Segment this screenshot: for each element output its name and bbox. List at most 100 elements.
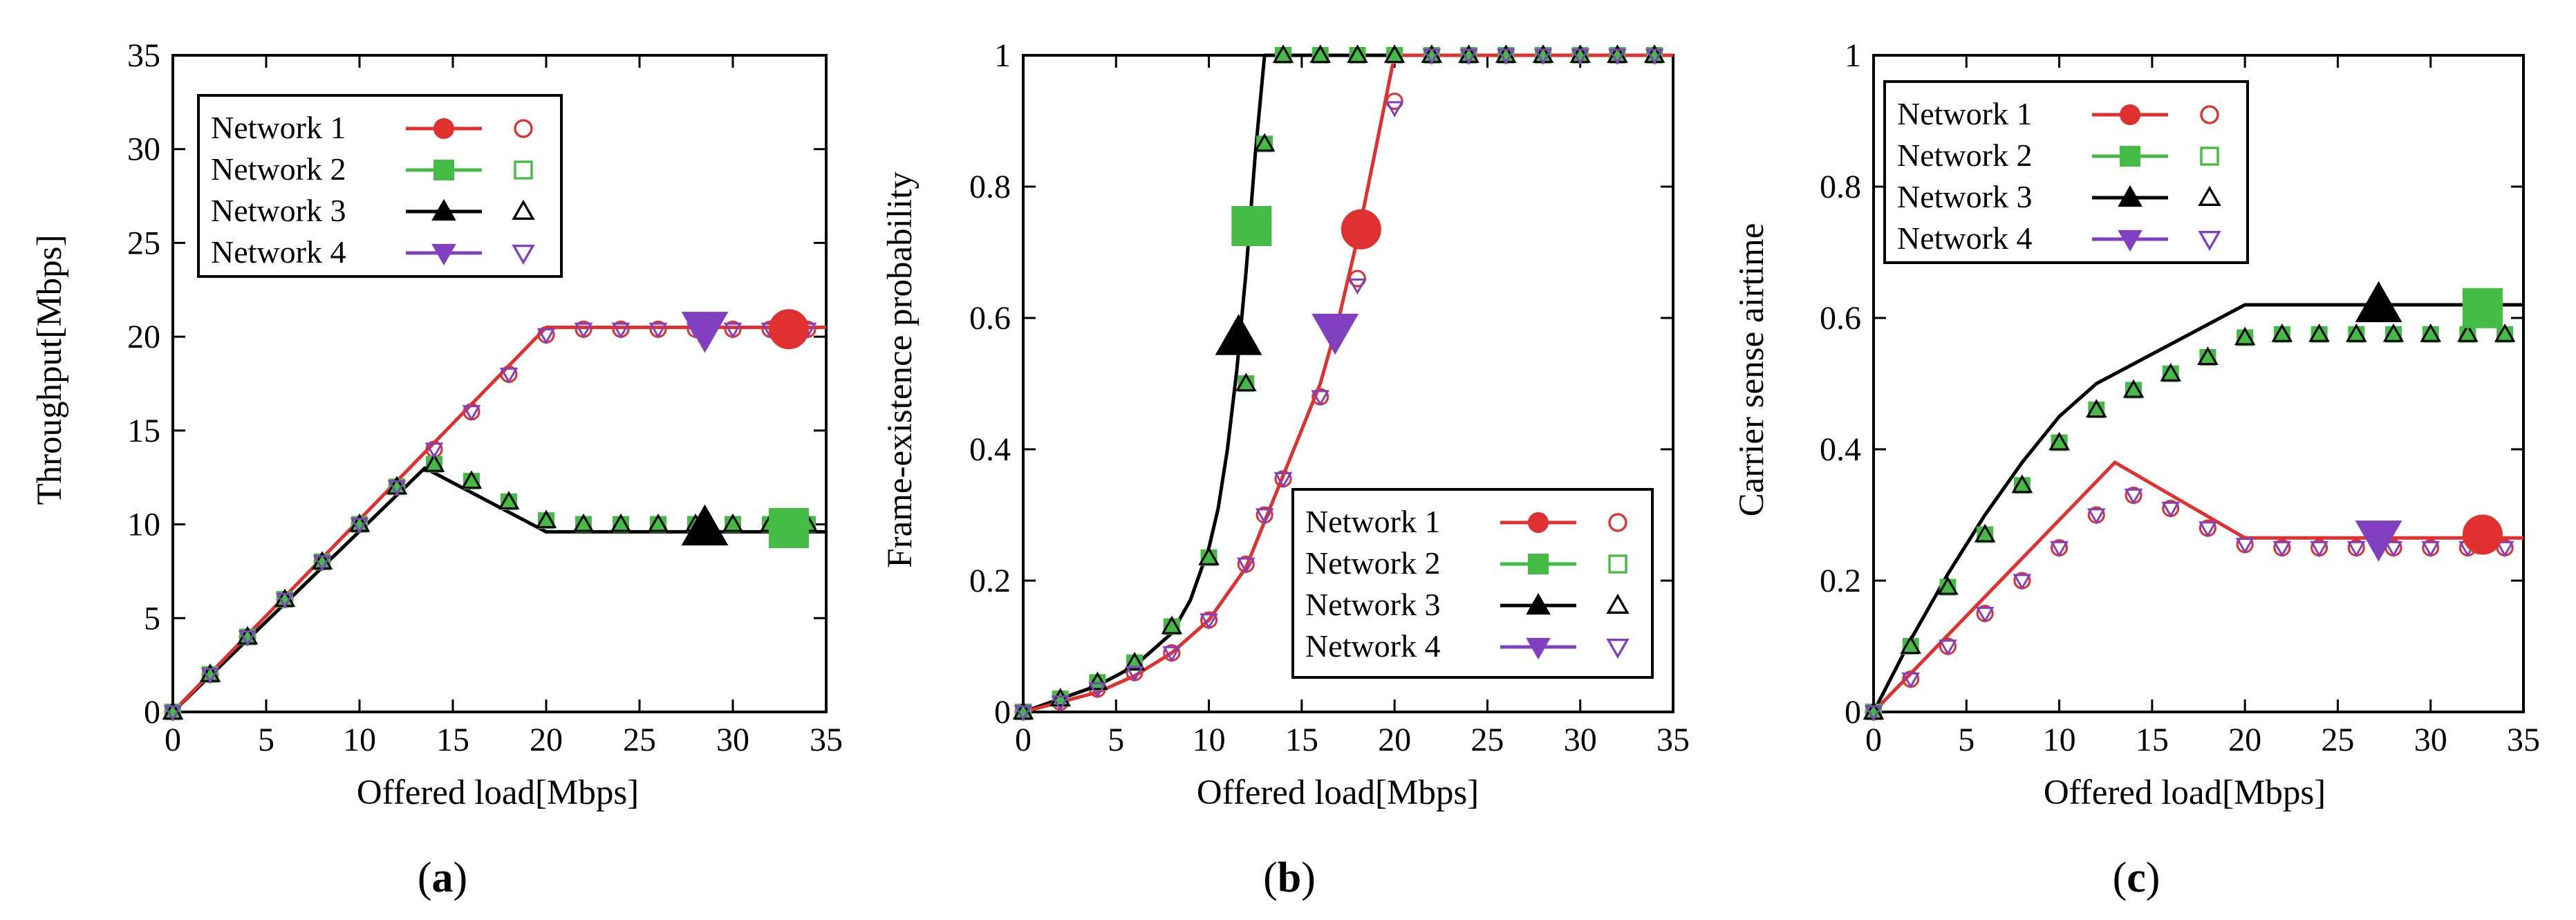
legend-marker-open-network1	[514, 119, 533, 138]
x-tick-label-b: 5	[1108, 722, 1124, 758]
data-point-network3	[1937, 576, 1959, 595]
big-marker-network1	[1341, 209, 1381, 250]
data-point-network4	[723, 322, 743, 339]
data-point-network4	[2495, 541, 2514, 558]
data-point-network4	[200, 668, 220, 684]
data-point-network3	[647, 513, 669, 532]
data-point-network3	[572, 513, 595, 532]
big-marker-network1	[2462, 514, 2503, 555]
legend-a-box	[197, 94, 563, 278]
ylabel-a: Throughput[Mbps]	[30, 235, 69, 505]
data-point-network4	[1533, 48, 1553, 65]
legend-label-network1: Network 1	[211, 110, 346, 145]
big-marker-network1	[769, 309, 809, 350]
legend-marker-open-network2	[2200, 147, 2219, 166]
data-point-network3	[2122, 379, 2145, 398]
y-tick-label-c: 1	[1845, 37, 1861, 74]
data-point-network3	[1383, 44, 1406, 64]
data-point-network3	[610, 513, 632, 532]
data-point-network4	[2346, 541, 2366, 558]
plot-c: 0 5 10 15 20 25 30 35 0 0.2 0.4 0.6 0.8 1	[1820, 37, 2540, 758]
plot-b: 0 5 10 15 20 25 30 35 0 0.2 0.4 0.6 0.8 1	[969, 37, 1690, 758]
analytic-line-network1	[1023, 53, 1673, 714]
y-tick-label-c: 0.2	[1820, 563, 1861, 599]
data-point-network4	[1051, 695, 1070, 712]
x-tick-label-c: 30	[2414, 722, 2447, 758]
y-tick-label-a: 0	[144, 694, 160, 731]
big-marker-network3	[1215, 314, 1262, 355]
data-point-network4	[1236, 557, 1256, 574]
data-point-network4	[238, 630, 257, 647]
big-marker-network2	[2462, 288, 2503, 328]
x-tick-label-c: 35	[2507, 722, 2540, 758]
ylabel-c: Carrier sense airtime	[1733, 223, 1771, 517]
data-point-network4	[2384, 541, 2403, 558]
data-point-network3	[1309, 44, 1332, 64]
data-point-network4	[2199, 521, 2217, 538]
data-point-network4	[2310, 541, 2328, 558]
data-point-network3	[1253, 133, 1276, 152]
legend-marker-open-network3	[1606, 593, 1630, 614]
data-point-network3	[2382, 323, 2405, 342]
x-tick-label-a: 15	[436, 722, 469, 758]
big-marker-network3	[681, 504, 729, 546]
y-tick-label-a: 20	[127, 319, 160, 355]
legend-marker-filled-network1	[1528, 512, 1549, 533]
data-point-network3	[2345, 323, 2367, 342]
plot-a: 0 5 10 15 20 25 30 35 0 5 10 15 20 25 30 35	[127, 37, 843, 758]
y-tick-label-c: 0.4	[1820, 431, 1861, 468]
data-point-network4	[1645, 48, 1664, 65]
legend-label-network3: Network 3	[1305, 587, 1440, 622]
data-point-network4	[2087, 508, 2106, 525]
data-point-network4	[1125, 666, 1144, 682]
data-point-network3	[2494, 323, 2516, 342]
data-point-network4	[2161, 501, 2181, 518]
x-tick-label-b: 0	[1015, 722, 1032, 758]
x-tick-label-b: 20	[1378, 722, 1411, 758]
y-tick-label-a: 5	[144, 600, 160, 637]
chart-panel-c: Carrier sense airtime Offered load[Mbps]…	[1733, 37, 2540, 901]
data-point-network4	[2124, 488, 2143, 505]
data-point-network4	[1975, 606, 1995, 623]
data-point-network4	[2050, 541, 2069, 558]
ylabel-b: Frame-existence probability	[881, 171, 920, 568]
big-marker-network4	[681, 312, 729, 353]
data-point-network4	[1014, 705, 1033, 722]
y-tick-label-b: 0.8	[969, 169, 1011, 205]
legend-marker-filled-network3	[431, 198, 456, 221]
x-tick-label-c: 15	[2136, 722, 2169, 758]
plot-frame-c	[1872, 54, 2525, 713]
caption-a-letter: a	[432, 854, 454, 901]
data-point-network4	[1422, 48, 1441, 65]
data-point-network4	[1385, 101, 1404, 118]
data-point-network3	[722, 513, 744, 532]
chart-panel-b: Frame-existence probability Offered load…	[881, 37, 1690, 901]
data-point-network3	[1900, 635, 1922, 655]
data-point-network3	[2085, 399, 2107, 418]
legend-label-network3: Network 3	[211, 193, 346, 228]
data-point-network4	[1571, 48, 1590, 65]
x-tick-label-a: 25	[623, 722, 656, 758]
caption-b: (b)	[1263, 854, 1316, 901]
data-point-network3	[2197, 346, 2219, 366]
data-point-network3	[1974, 523, 1996, 543]
legend-label-network4: Network 4	[211, 234, 346, 270]
data-point-network4	[275, 592, 295, 609]
big-marker-network2	[1231, 206, 1272, 246]
x-tick-label-a: 20	[530, 722, 563, 758]
legend-marker-open-network3	[512, 199, 535, 220]
y-tick-label-a: 10	[127, 507, 160, 543]
legend-marker-open-network1	[1608, 513, 1627, 532]
data-point-network3	[2308, 323, 2330, 342]
y-tick-label-a: 25	[127, 225, 160, 261]
x-tick-label-c: 5	[1958, 722, 1975, 758]
data-point-network3	[2011, 474, 2033, 494]
data-point-network3	[1049, 688, 1072, 707]
x-tick-label-b: 15	[1285, 722, 1318, 758]
plot-frame-a	[171, 54, 828, 713]
data-point-network4	[1273, 472, 1293, 489]
data-point-network4	[1901, 672, 1921, 689]
caption-a: (a)	[418, 854, 467, 901]
legend-marker-open-network2	[514, 160, 533, 180]
